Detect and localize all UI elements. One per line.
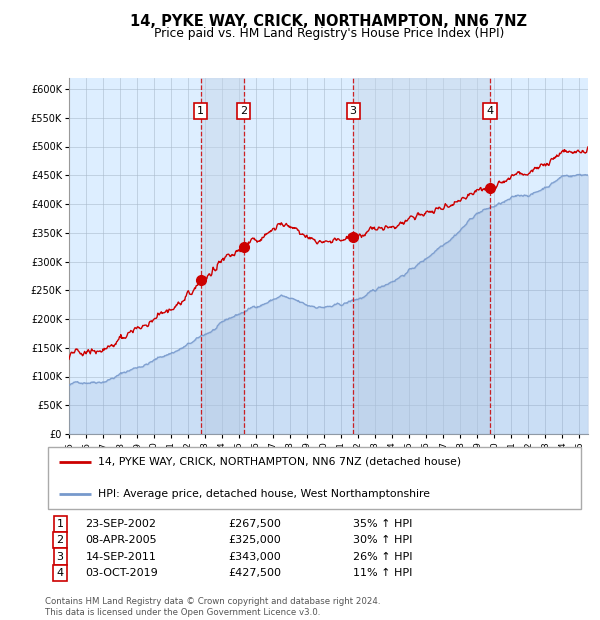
Text: 23-SEP-2002: 23-SEP-2002: [86, 519, 157, 529]
Text: 14, PYKE WAY, CRICK, NORTHAMPTON, NN6 7NZ: 14, PYKE WAY, CRICK, NORTHAMPTON, NN6 7N…: [130, 14, 527, 29]
Bar: [353, 78, 490, 434]
Text: 11% ↑ HPI: 11% ↑ HPI: [353, 568, 412, 578]
Text: 4: 4: [487, 107, 494, 117]
Text: 3: 3: [56, 552, 64, 562]
Text: 35% ↑ HPI: 35% ↑ HPI: [353, 519, 412, 529]
Text: 26% ↑ HPI: 26% ↑ HPI: [353, 552, 412, 562]
Text: 1: 1: [56, 519, 64, 529]
Text: Contains HM Land Registry data © Crown copyright and database right 2024.
This d: Contains HM Land Registry data © Crown c…: [45, 598, 380, 617]
Text: Price paid vs. HM Land Registry's House Price Index (HPI): Price paid vs. HM Land Registry's House …: [154, 27, 504, 40]
Text: £325,000: £325,000: [229, 535, 281, 545]
Text: 14-SEP-2011: 14-SEP-2011: [86, 552, 157, 562]
Text: 2: 2: [56, 535, 64, 545]
Text: 30% ↑ HPI: 30% ↑ HPI: [353, 535, 412, 545]
FancyBboxPatch shape: [48, 447, 581, 509]
Text: HPI: Average price, detached house, West Northamptonshire: HPI: Average price, detached house, West…: [98, 489, 430, 499]
Bar: [200, 78, 244, 434]
Text: 08-APR-2005: 08-APR-2005: [86, 535, 157, 545]
Text: £267,500: £267,500: [229, 519, 281, 529]
Text: 14, PYKE WAY, CRICK, NORTHAMPTON, NN6 7NZ (detached house): 14, PYKE WAY, CRICK, NORTHAMPTON, NN6 7N…: [98, 457, 461, 467]
Text: 3: 3: [350, 107, 356, 117]
Text: 03-OCT-2019: 03-OCT-2019: [86, 568, 158, 578]
Text: £343,000: £343,000: [229, 552, 281, 562]
Text: 2: 2: [240, 107, 247, 117]
Text: 4: 4: [56, 568, 64, 578]
Text: £427,500: £427,500: [229, 568, 281, 578]
Text: 1: 1: [197, 107, 204, 117]
